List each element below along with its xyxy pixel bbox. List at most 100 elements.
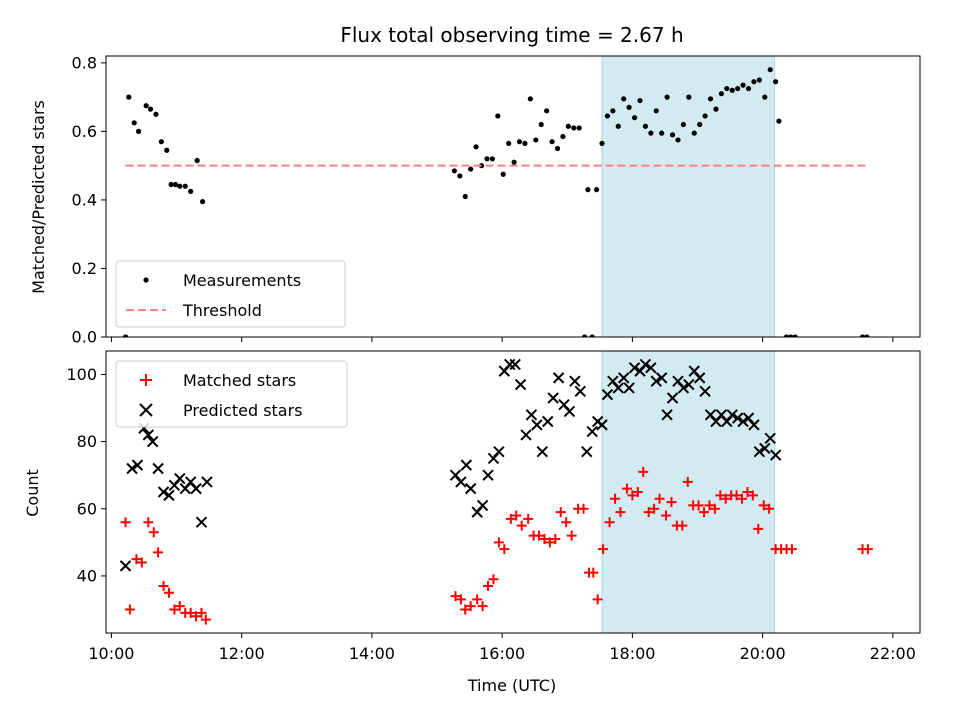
- measurement-point: [571, 125, 577, 131]
- measurement-point: [188, 188, 194, 194]
- counts-legend: Matched stars Predicted stars: [115, 360, 348, 428]
- measurement-point: [642, 123, 649, 129]
- matched-star-point: [483, 581, 494, 591]
- matched-star-point: [523, 513, 534, 524]
- predicted-star-point: [460, 459, 473, 471]
- predicted-star-point: [666, 392, 679, 404]
- predicted-star-point: [617, 372, 630, 384]
- predicted-star-point: [650, 375, 662, 387]
- measurement-point: [554, 145, 561, 152]
- bottom-y-axis-title: Count: [23, 469, 42, 517]
- predicted-star-point: [520, 429, 532, 441]
- predicted-star-point: [536, 446, 549, 458]
- measurement-point: [582, 334, 588, 337]
- predicted-star-point: [119, 560, 132, 572]
- matched-star-point: [143, 517, 154, 528]
- measurement-point: [560, 133, 566, 140]
- predicted-star-point: [596, 419, 608, 431]
- measurement-point: [718, 91, 724, 97]
- measurement-point: [745, 85, 752, 92]
- measurement-point: [168, 181, 174, 188]
- measurement-point: [473, 144, 479, 150]
- matched-star-point: [505, 513, 516, 524]
- top-y-axis-title: Matched/Predicted stars: [29, 100, 48, 294]
- predicted-star-point: [146, 435, 159, 448]
- matched-star-point: [488, 574, 499, 585]
- matched-star-point: [460, 604, 471, 615]
- measurement-point: [122, 334, 129, 337]
- matched-star-point: [499, 544, 510, 555]
- measurement-point: [576, 125, 582, 131]
- ratio-axes-frame: [105, 55, 921, 338]
- y-tick-label: 60: [77, 499, 97, 518]
- measurement-point: [604, 113, 611, 119]
- x-tick-label: 16:00: [479, 644, 525, 663]
- matched-star-point: [588, 567, 599, 578]
- predicted-star-point: [514, 378, 527, 391]
- measurement-point: [199, 199, 206, 205]
- matched-star-point: [455, 594, 466, 605]
- legend-box: [115, 360, 348, 428]
- matched-star-point: [786, 544, 797, 555]
- measurement-point: [648, 130, 654, 136]
- measurement-point: [859, 334, 866, 337]
- measurement-point: [653, 108, 659, 114]
- x-tick-label: 14:00: [349, 644, 395, 663]
- matched-star-point: [621, 483, 632, 494]
- matched-star-point: [742, 487, 753, 497]
- matched-star-point: [516, 520, 527, 531]
- matched-star-point: [153, 547, 164, 558]
- x-axis-title: Time (UTC): [467, 676, 556, 695]
- measurement-point: [182, 183, 188, 189]
- measurement-point: [164, 147, 170, 153]
- predicted-star-point: [748, 419, 760, 431]
- predicted-star-point: [482, 469, 494, 481]
- y-tick-label: 0.8: [72, 53, 97, 72]
- measurement-point: [495, 113, 501, 119]
- predicted-star-point: [163, 489, 175, 502]
- measurement-point: [686, 94, 692, 100]
- measurement-point: [735, 85, 741, 92]
- measurement-point: [762, 94, 768, 100]
- predicted-star-point: [683, 378, 695, 391]
- matched-star-point: [704, 500, 715, 511]
- predicted-star-point: [581, 446, 593, 458]
- measurement-point: [756, 77, 762, 83]
- predicted-star-point: [525, 409, 538, 421]
- matched-star-point: [632, 487, 643, 497]
- measurement-point: [549, 139, 555, 145]
- matched-star-point: [465, 601, 476, 612]
- matched-star-point: [747, 490, 758, 501]
- measurement-point: [702, 113, 708, 119]
- measurement-point: [724, 85, 730, 92]
- predicted-star-point: [455, 476, 467, 488]
- predicted-star-point: [464, 482, 477, 495]
- measurement-point: [664, 94, 670, 100]
- predicted-star-point: [195, 516, 208, 528]
- matched-star-point: [709, 503, 720, 514]
- matched-star-point: [649, 503, 660, 514]
- matched-star-point: [472, 594, 483, 605]
- matched-star-point: [200, 614, 211, 625]
- matched-star-point: [450, 591, 461, 602]
- matched-star-point: [158, 581, 169, 591]
- matched-star-point: [677, 520, 688, 531]
- y-tick-label: 100: [66, 365, 97, 384]
- matched-star-point: [764, 503, 775, 514]
- measurement-point: [484, 156, 490, 162]
- measurement-point: [691, 130, 697, 136]
- x-tick-label: 20:00: [740, 644, 786, 663]
- predicted-star-point: [152, 462, 164, 475]
- measurement-point: [527, 96, 533, 102]
- predicted-star-point: [699, 385, 711, 397]
- predicted-star-point: [753, 446, 766, 458]
- matched-star-point: [544, 537, 555, 548]
- predicted-star-point: [563, 405, 576, 418]
- measurement-point: [792, 334, 798, 337]
- measurement-point: [637, 97, 643, 104]
- measurement-point: [153, 111, 159, 117]
- predicted-star-point: [542, 415, 554, 428]
- y-tick-label: 0.4: [72, 190, 97, 209]
- matched-star-point: [196, 607, 207, 618]
